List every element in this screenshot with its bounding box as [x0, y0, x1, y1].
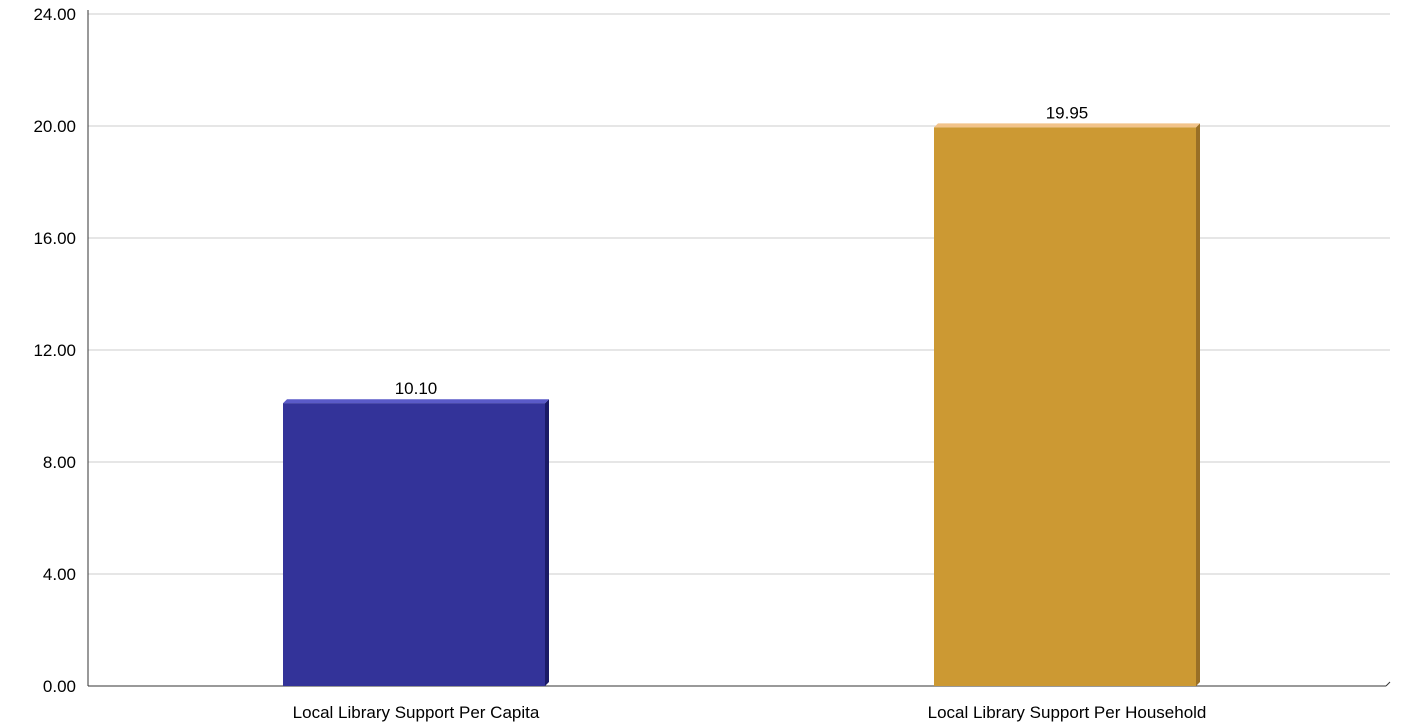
y-tick-label: 4.00 [43, 565, 76, 584]
bar [934, 127, 1196, 686]
x-category-label: Local Library Support Per Capita [293, 703, 540, 722]
bar-side [545, 399, 549, 686]
x-axis-depth [1385, 681, 1391, 687]
bar-top [934, 123, 1200, 128]
bar [283, 403, 545, 686]
data-label: 10.10 [395, 379, 438, 398]
x-category-label: Local Library Support Per Household [928, 703, 1207, 722]
y-tick-label: 0.00 [43, 677, 76, 696]
bar-side [1196, 123, 1200, 686]
y-tick-label: 16.00 [33, 229, 76, 248]
bar-top [283, 399, 549, 404]
y-tick-label: 24.00 [33, 5, 76, 24]
y-tick-label: 20.00 [33, 117, 76, 136]
data-label: 19.95 [1046, 103, 1089, 122]
y-tick-label: 8.00 [43, 453, 76, 472]
y-tick-label: 12.00 [33, 341, 76, 360]
